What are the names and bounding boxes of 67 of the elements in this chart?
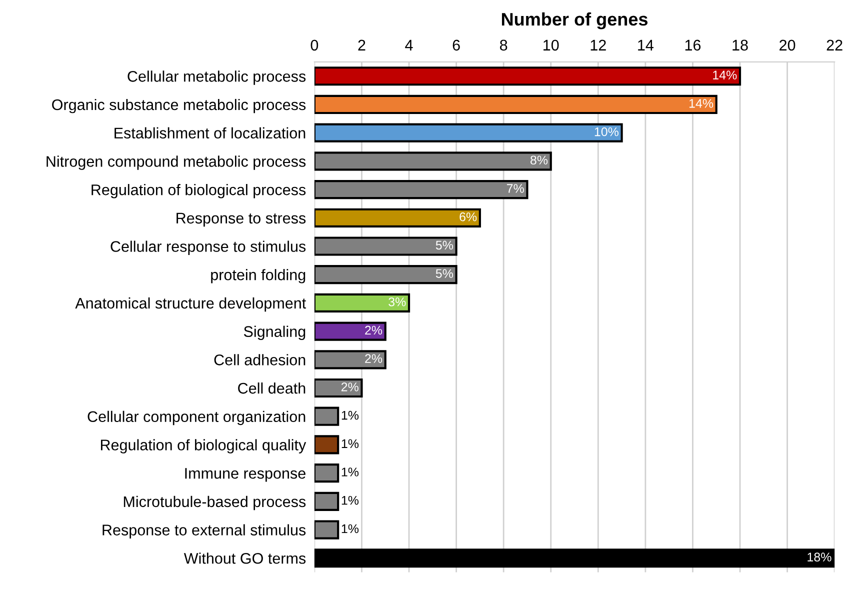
y-tick-label: Regulation of biological quality: [100, 439, 306, 454]
bar: [314, 236, 458, 256]
bar: [314, 548, 835, 568]
x-tick-label: 14: [638, 40, 654, 50]
y-tick-label: Anatomical structure development: [75, 297, 306, 312]
x-tick-label: 10: [544, 40, 559, 51]
x-tick-label: 4: [405, 40, 413, 50]
y-tick-label: Immune response: [185, 468, 306, 482]
annotation: 5%: [436, 240, 454, 250]
y-tick-label: Cellular response to stimulus: [110, 240, 306, 255]
y-tick-label: Cellular metabolic process: [128, 70, 306, 85]
bar: [314, 66, 742, 86]
bar: [314, 322, 386, 341]
y-tick-label: Cell adhesion: [214, 354, 306, 366]
y-tick-label: Regulation of biological process: [92, 184, 306, 198]
y-tick-label: Cell death: [238, 382, 306, 394]
y-tick-label: Microtubule-based process: [124, 496, 306, 510]
bar: [314, 123, 623, 142]
x-tick-label: 18: [732, 40, 748, 51]
bar: [314, 435, 340, 454]
x-tick-label: 22: [826, 40, 842, 50]
annotation: 8%: [530, 156, 548, 165]
annotation: 14%: [689, 99, 714, 108]
bar: [314, 152, 552, 171]
bar: [314, 492, 340, 511]
annotation: 10%: [594, 127, 619, 136]
annotation: 1%: [342, 468, 359, 476]
y-tick-label: Without GO terms: [184, 552, 306, 564]
annotation: 7%: [506, 184, 524, 193]
x-tick-label: 8: [500, 40, 508, 51]
bar: [314, 520, 340, 540]
y-tick-label: Response to stress: [176, 212, 306, 227]
bar: [314, 406, 340, 426]
bar: [314, 180, 528, 200]
x-tick-label: 20: [780, 40, 796, 51]
y-tick-label: Organic substance metabolic process: [52, 98, 306, 114]
x-tick-label: 16: [685, 40, 701, 51]
y-tick-label: Cellular component organization: [88, 410, 306, 426]
bar: [314, 293, 410, 312]
bar: [314, 208, 481, 228]
annotation: 2%: [365, 326, 382, 335]
annotation: 3%: [388, 297, 406, 306]
bar: [314, 464, 340, 483]
bar: [314, 94, 718, 114]
bar: [314, 265, 458, 284]
annotation: 2%: [365, 354, 382, 363]
y-tick-label: Signaling: [244, 326, 306, 340]
y-tick-label: protein folding: [211, 269, 306, 284]
annotation: 1%: [342, 524, 359, 534]
x-tick-label: 2: [358, 40, 366, 50]
annotation: 18%: [808, 552, 832, 562]
annotation: 5%: [436, 269, 454, 278]
x-tick-label: 6: [452, 40, 460, 51]
annotation: 6%: [460, 212, 477, 222]
y-tick-label: Nitrogen compound metabolic process: [46, 156, 306, 170]
x-tick-label: 12: [590, 40, 606, 50]
y-tick-label: Response to external stimulus: [102, 524, 306, 538]
y-tick-label: Establishment of localization: [114, 127, 306, 139]
annotation: 1%: [342, 496, 359, 505]
annotation: 1%: [342, 410, 359, 420]
annotation: 1%: [342, 439, 359, 448]
annotation: 14%: [713, 70, 737, 80]
bar: [314, 378, 363, 398]
x-tick-label: 0: [310, 40, 318, 51]
x-axis-title: Number of genes: [502, 12, 648, 30]
bar: [314, 350, 386, 370]
annotation: 2%: [341, 382, 358, 392]
